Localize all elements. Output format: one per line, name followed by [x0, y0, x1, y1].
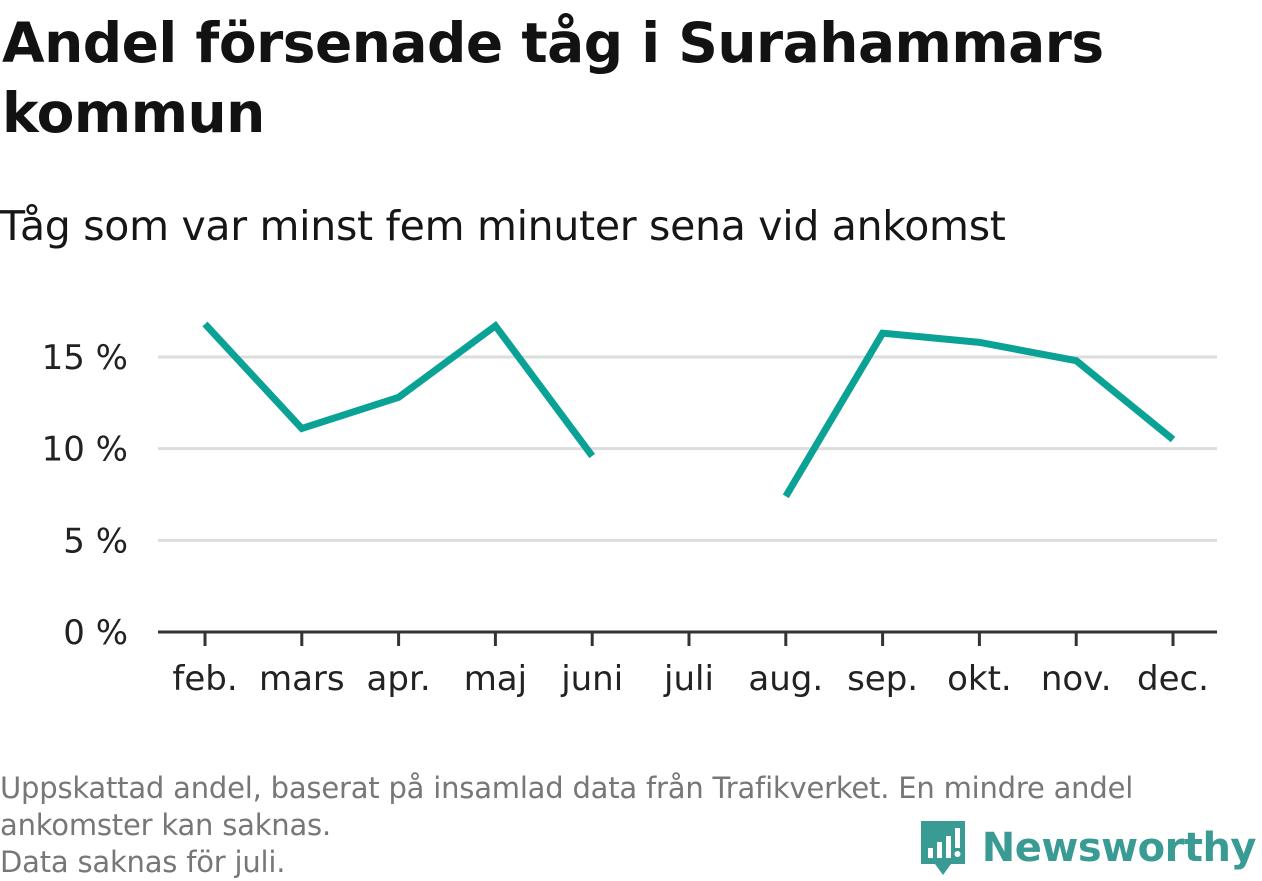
series-lines: [202, 320, 1176, 499]
y-tick-label: 0 %: [63, 613, 128, 653]
x-tick-label: juli: [663, 659, 714, 699]
brand-name: Newsworthy: [981, 825, 1257, 871]
x-tick-label: maj: [464, 659, 527, 699]
x-tick-label: mars: [259, 659, 345, 699]
x-tick-label: sep.: [847, 659, 918, 699]
x-axis-tick-labels: feb. mars apr. maj juni juli aug. sep. okt. nov. d…: [172, 659, 1209, 699]
chart-subtitle: Tåg som var minst fem minuter sena vid a…: [0, 202, 1006, 250]
x-tick-label: nov.: [1041, 659, 1112, 699]
y-tick-label: 5 %: [63, 521, 128, 561]
grid-lines: [158, 355, 1217, 542]
chart-title: Andel försenade tåg i Surahammars kommun: [2, 11, 1104, 145]
newsworthy-logo-icon: [920, 821, 965, 875]
series-line: [202, 320, 596, 459]
x-tick-label: aug.: [748, 659, 823, 699]
footnote-line-3: Data saknas för juli.: [0, 845, 286, 879]
footnote-line-1: Uppskattad andel, baserat på insamlad da…: [0, 771, 1134, 805]
x-tick-label: juni: [560, 659, 623, 699]
x-tick-label: dec.: [1137, 659, 1209, 699]
x-tick-label: apr.: [367, 659, 431, 699]
x-axis: [158, 630, 1217, 646]
x-tick-label: okt.: [947, 659, 1012, 699]
y-tick-label: 10 %: [42, 430, 128, 470]
footnote: Uppskattad andel, baserat på insamlad da…: [0, 770, 1250, 881]
series-line: [782, 329, 1176, 499]
brand-logo: Newsworthy: [918, 818, 1257, 878]
y-tick-label: 15 %: [42, 338, 128, 378]
x-tick-label: feb.: [172, 659, 237, 699]
footnote-line-2: ankomster kan saknas.: [0, 808, 331, 842]
y-axis-tick-labels: 0 % 5 % 10 % 15 %: [42, 338, 128, 653]
